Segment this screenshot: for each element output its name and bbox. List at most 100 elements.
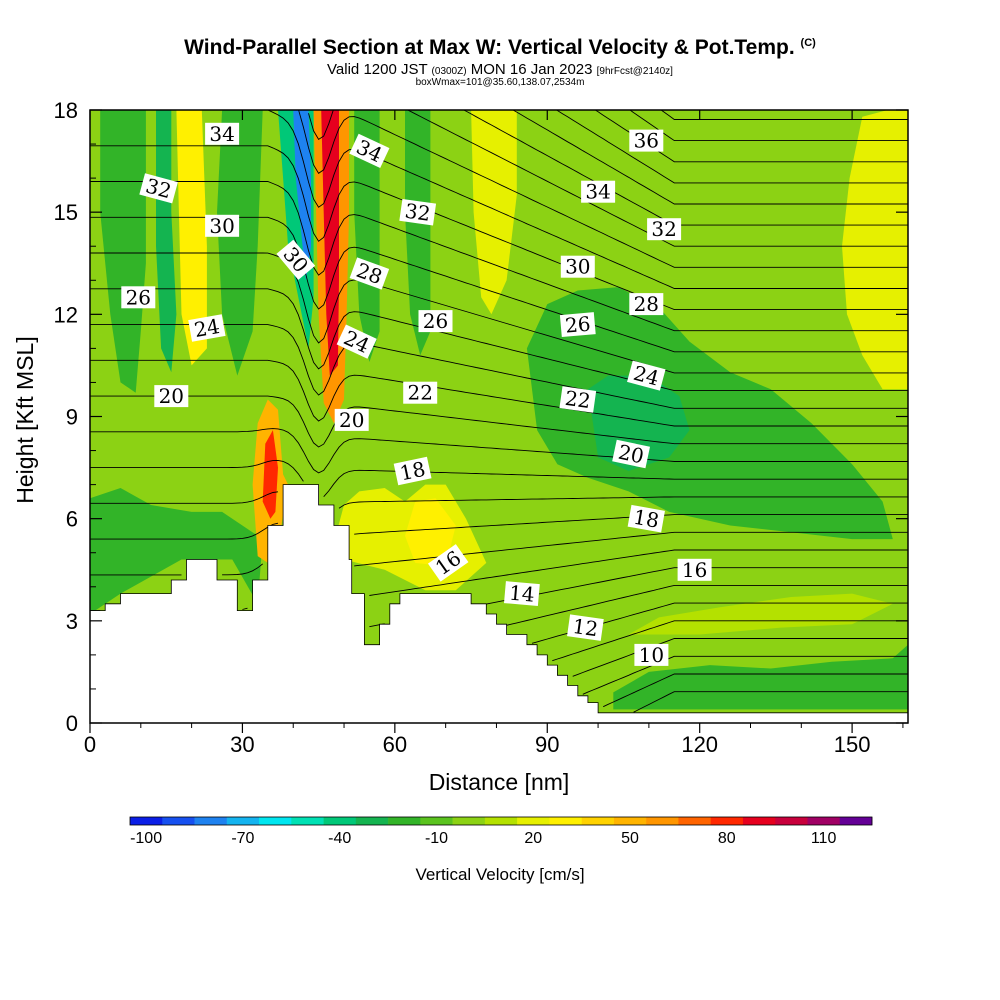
colorbar-tick-label: -40 [328, 830, 351, 847]
contour-label-box [393, 456, 432, 486]
velocity-region-mid-right-sinking-core [587, 375, 690, 471]
velocity-region-rising-column-2 [471, 110, 517, 315]
colorbar-swatch [355, 817, 389, 825]
colorbar-swatch [130, 817, 163, 825]
contour-label: 14 [504, 581, 540, 607]
colorbar-swatch [291, 817, 324, 825]
theta-contour-line [582, 655, 908, 695]
theta-contour-line [90, 110, 908, 289]
contour-label-box [427, 544, 469, 582]
contour-label-text: 24 [192, 314, 221, 342]
velocity-region-mid-right-sinking-band [526, 287, 893, 540]
velocity-region-main-updraft-core [321, 110, 339, 376]
theta-contour-line [633, 691, 908, 713]
contour-label-box [349, 257, 390, 290]
contour-label-box [560, 255, 595, 278]
colorbar-swatch [775, 817, 808, 825]
theta-contour-line [572, 638, 908, 677]
contour-label: 18 [627, 505, 665, 533]
contour-label-box [629, 293, 664, 316]
x-tick-label: 30 [230, 732, 254, 757]
velocity-region-right-rising-patch [842, 110, 908, 390]
y-tick-label: 12 [54, 302, 78, 327]
y-tick-label: 15 [54, 200, 78, 225]
contour-label: 26 [121, 285, 156, 309]
contour-label-text: 30 [209, 214, 234, 238]
chart-title-text: Wind-Parallel Section at Max W: Vertical… [184, 36, 795, 59]
contour-label-text: 18 [632, 505, 661, 533]
contour-label-text: 36 [634, 129, 659, 153]
valid-time-line: Valid 1200 JST (0300Z) MON 16 Jan 2023 [… [0, 61, 1000, 78]
theta-contour-line [90, 145, 908, 311]
contour-label: 32 [647, 217, 682, 241]
contour-label-box [581, 180, 616, 203]
contour-label-text: 10 [639, 643, 664, 667]
velocity-region-left-column-sinking [100, 110, 146, 393]
velocity-region-bottom-right-rising [628, 593, 893, 635]
contour-label-box [349, 133, 390, 169]
contour-label: 30 [205, 214, 240, 238]
contour-label-text: 18 [398, 457, 428, 486]
contour-label-box [559, 312, 596, 338]
theta-contour-line [512, 110, 908, 205]
colorbar-swatch [420, 817, 453, 825]
contour-label-box [629, 129, 664, 152]
contour-label-box [154, 385, 189, 408]
y-tick-label: 6 [66, 507, 78, 532]
contour-label-text: 20 [339, 408, 364, 432]
colorbar-swatch [259, 817, 292, 825]
theta-contour-line [629, 110, 908, 142]
contour-label-box [139, 173, 178, 204]
theta-contour-line [222, 563, 263, 576]
valid-date: MON 16 Jan 2023 [470, 61, 593, 78]
contour-label-text: 12 [571, 614, 600, 641]
theta-contour-line [90, 395, 908, 448]
contour-label-box [677, 558, 712, 581]
x-tick-label: 90 [535, 732, 559, 757]
colorbar-title: Vertical Velocity [cm/s] [415, 865, 584, 884]
velocity-region-left-rising-column [176, 110, 207, 366]
theta-contour-line [506, 584, 908, 626]
theta-contour-line [90, 491, 279, 504]
colorbar-swatch [484, 817, 518, 825]
colorbar-swatch [646, 817, 679, 825]
colorbar-swatch [194, 817, 228, 825]
valid-prefix: Valid 1200 JST [327, 61, 428, 78]
contour-label: 30 [560, 255, 595, 279]
contour-label: 34 [205, 122, 240, 146]
y-axis-title: Height [Kft MSL] [12, 336, 38, 503]
contour-label-box [336, 324, 377, 359]
contour-label: 22 [559, 386, 597, 413]
velocity-region-bottom-right-sinking [613, 644, 908, 710]
contour-label-box [205, 214, 240, 237]
contour-label-box [121, 286, 156, 309]
contour-label: 24 [188, 314, 226, 342]
theta-contour-line [319, 102, 324, 105]
colorbar-tick-label: 50 [621, 830, 639, 847]
contour-label-text: 34 [585, 180, 610, 204]
contour-label-text: 22 [564, 386, 593, 413]
contour-label-box [504, 581, 540, 607]
contour-label-text: 32 [403, 199, 432, 226]
terrain-mask [90, 484, 908, 723]
contour-label-box [188, 314, 226, 342]
x-tick-label: 60 [383, 732, 407, 757]
contour-label-box [647, 218, 682, 241]
colorbar-swatch [581, 817, 615, 825]
x-tick-label: 120 [681, 732, 718, 757]
y-tick-label: 9 [66, 405, 78, 430]
colorbar-swatch [839, 817, 873, 825]
contour-label-box [276, 239, 316, 280]
contour-label: 18 [393, 456, 432, 486]
colorbar-tick-label: 20 [524, 830, 542, 847]
contour-label-text: 34 [209, 122, 234, 146]
colorbar-tick-label: -70 [231, 830, 254, 847]
theta-contour-line [90, 252, 908, 374]
theta-contour-line [90, 428, 908, 474]
x-tick-label: 150 [834, 732, 871, 757]
theta-contour-line [90, 324, 908, 409]
contour-label-box [334, 408, 369, 431]
contour-label-box [567, 614, 604, 641]
colorbar-swatch [807, 817, 841, 825]
y-tick-label: 3 [66, 609, 78, 634]
